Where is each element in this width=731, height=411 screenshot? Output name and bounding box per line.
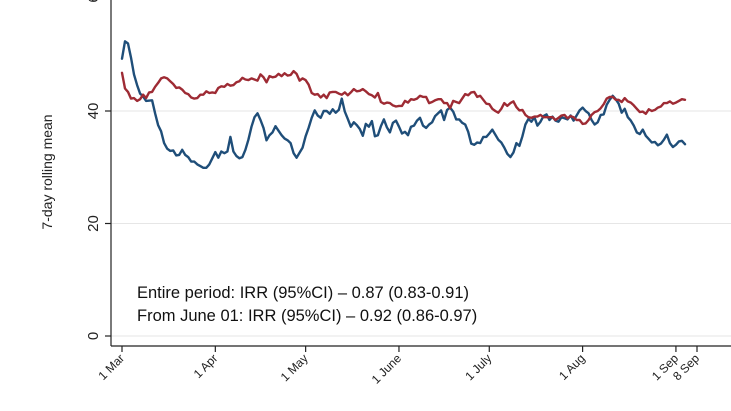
gridlines bbox=[111, 110, 731, 337]
y-tick-label: 0 bbox=[85, 332, 102, 340]
y-tick-label: 20 bbox=[85, 215, 102, 232]
series-line-1 bbox=[120, 40, 687, 169]
data-series bbox=[120, 40, 687, 169]
y-axis-label: 7-day rolling mean bbox=[39, 114, 55, 229]
y-axis-ticks: 0 20 40 6 bbox=[85, 0, 111, 340]
annotation-entire-period: Entire period: IRR (95%CI) – 0.87 (0.83-… bbox=[137, 284, 469, 302]
annotation-from-june: From June 01: IRR (95%CI) – 0.92 (0.86-0… bbox=[137, 307, 477, 325]
series-line-2 bbox=[120, 69, 687, 126]
y-tick-label: 40 bbox=[85, 103, 102, 120]
y-tick-label: 6 bbox=[85, 0, 102, 3]
